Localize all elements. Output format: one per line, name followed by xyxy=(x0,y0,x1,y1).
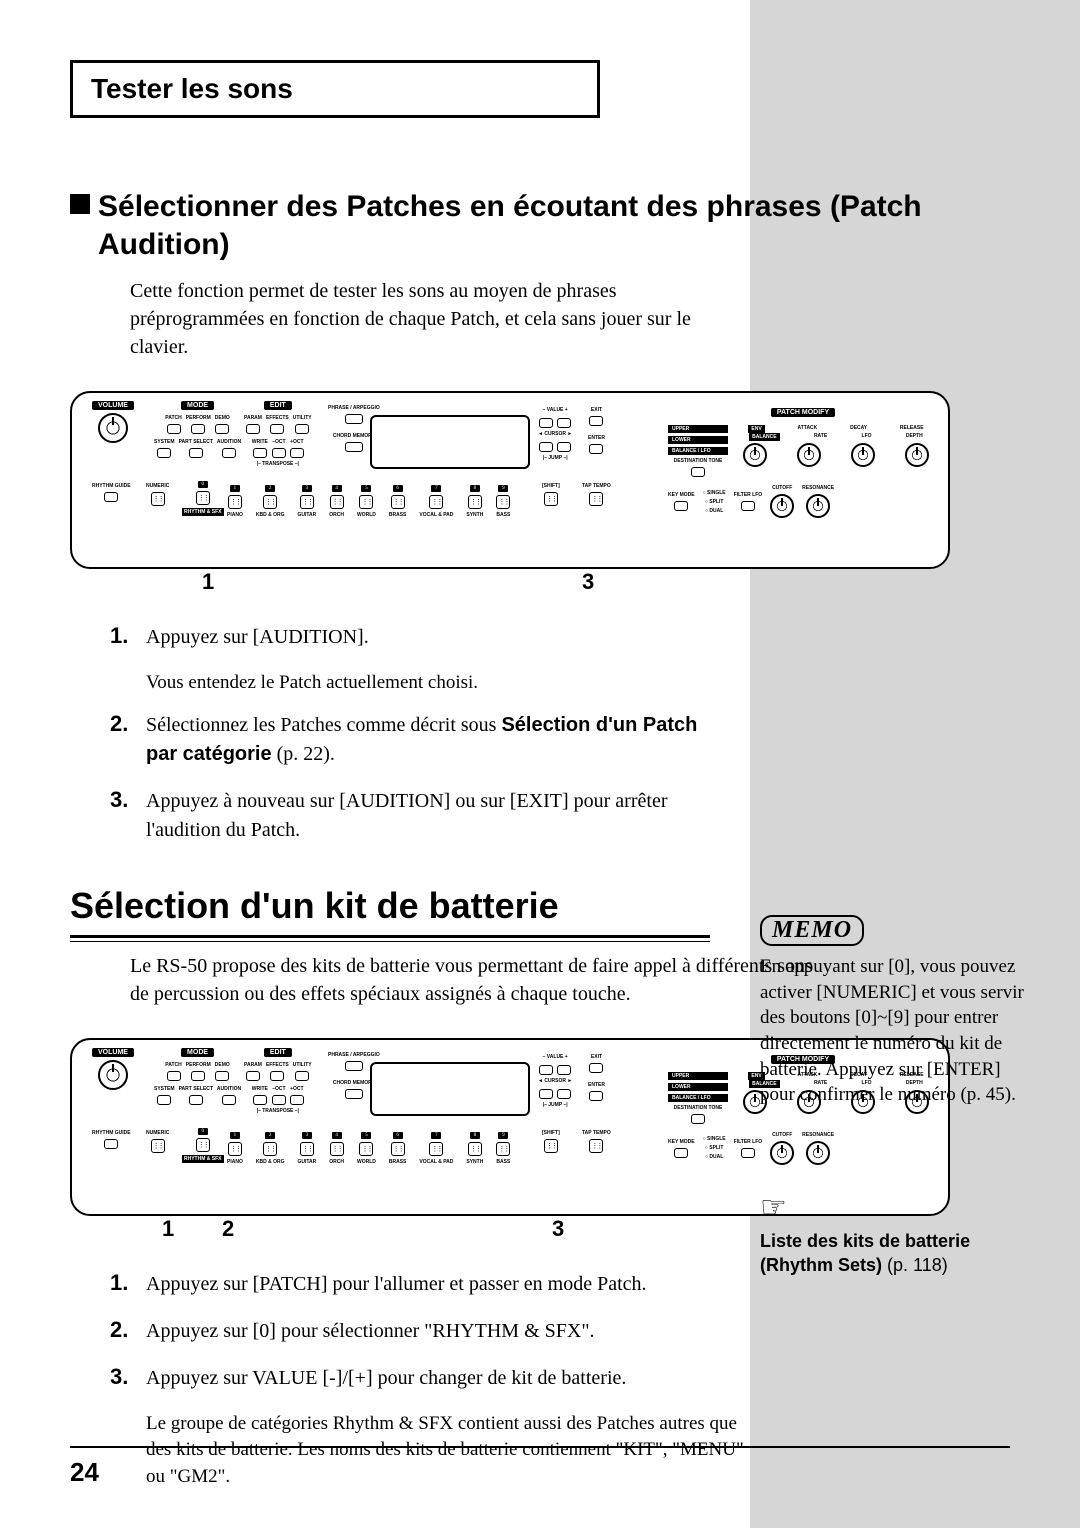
control-panel-diagram-1: VOLUME MODE PATCH PERFORM DEMO SYSTEM PA… xyxy=(70,391,950,569)
reference-block: ☞ Liste des kits de batterie (Rhythm Set… xyxy=(760,1190,1028,1278)
section2-intro: Le RS-50 propose des kits de batterie vo… xyxy=(130,952,830,1008)
section1-heading-text: Sélectionner des Patches en écoutant des… xyxy=(98,190,922,261)
category-button: 9BASS xyxy=(496,485,510,518)
edit-row2: WRITE –OCT +OCT xyxy=(252,439,304,458)
category-button: 8SYNTH xyxy=(466,485,483,518)
category-button: 7VOCAL & PAD xyxy=(419,1132,453,1165)
diagram1-marker-1: 1 xyxy=(202,569,214,595)
diagram1-marker-3: 3 xyxy=(582,569,594,595)
step-item: 1. Appuyez sur [AUDITION]. xyxy=(110,623,730,652)
category-button: 1PIANO xyxy=(227,485,243,518)
category-button: 2KBD & ORG xyxy=(256,485,285,518)
section1-heading: Sélectionner des Patches en écoutant des… xyxy=(70,188,1010,263)
diagram2-marker-3: 3 xyxy=(552,1216,564,1242)
edit-row1: PARAM EFFECTS UTILITY xyxy=(244,415,312,434)
category-button: 6BRASS xyxy=(389,485,407,518)
section2-steps: 1. Appuyez sur [PATCH] pour l'allumer et… xyxy=(110,1270,730,1393)
pointing-hand-icon: ☞ xyxy=(760,1190,787,1225)
memo-text: En appuyant sur [0], vous pouvez activer… xyxy=(760,954,1028,1108)
category-button: 3GUITAR xyxy=(297,485,316,518)
step-item: 2. Sélectionnez les Patches comme décrit… xyxy=(110,711,730,769)
category-button: 8SYNTH xyxy=(466,1132,483,1165)
category-button: 2KBD & ORG xyxy=(256,1132,285,1165)
section2-note: Le groupe de catégories Rhythm & SFX con… xyxy=(146,1411,746,1491)
page-number: 24 xyxy=(70,1457,99,1488)
section2-heading: Sélection d'un kit de batterie xyxy=(70,885,710,938)
category-button: 6BRASS xyxy=(389,1132,407,1165)
section1-steps: 1. Appuyez sur [AUDITION]. xyxy=(110,623,730,652)
page-header-box: Tester les sons xyxy=(70,60,600,118)
mode-row2: SYSTEM PART SELECT AUDITION xyxy=(154,439,241,458)
step-item: 2. Appuyez sur [0] pour sélectionner "RH… xyxy=(110,1317,730,1346)
step-item: 1. Appuyez sur [PATCH] pour l'allumer et… xyxy=(110,1270,730,1299)
mode-row1: PATCH PERFORM DEMO xyxy=(165,415,229,434)
step-item: 3. Appuyez sur VALUE [-]/[+] pour change… xyxy=(110,1364,730,1393)
heading-bullet-icon xyxy=(70,194,90,214)
panel-label-volume: VOLUME xyxy=(92,401,134,410)
diagram2-marker-2: 2 xyxy=(222,1216,234,1242)
lcd-screen-icon xyxy=(370,415,530,469)
ref-page: (p. 118) xyxy=(882,1255,948,1275)
category-button: 7VOCAL & PAD xyxy=(419,485,453,518)
footer-rule xyxy=(70,1446,1010,1448)
panel-label-edit: EDIT xyxy=(264,401,292,410)
category-button: 1PIANO xyxy=(227,1132,243,1165)
panel-label-mode: MODE xyxy=(181,401,214,410)
category-button: 4ORCH xyxy=(329,1132,344,1165)
diagram2-marker-1: 1 xyxy=(162,1216,174,1242)
step-subtext: Vous entendez le Patch actuellement choi… xyxy=(146,670,726,697)
panel-label-patchmodify: PATCH MODIFY xyxy=(771,408,835,417)
category-button: 4ORCH xyxy=(329,485,344,518)
step-item: 3. Appuyez à nouveau sur [AUDITION] ou s… xyxy=(110,787,730,845)
memo-block: MEMO En appuyant sur [0], vous pouvez ac… xyxy=(760,915,1028,1108)
page-header-title: Tester les sons xyxy=(91,73,579,105)
category-button: 3GUITAR xyxy=(297,1132,316,1165)
category-button: 9BASS xyxy=(496,1132,510,1165)
section1-intro: Cette fonction permet de tester les sons… xyxy=(130,277,710,361)
category-button: 5WORLD xyxy=(357,485,376,518)
memo-icon: MEMO xyxy=(760,915,864,946)
category-button: 5WORLD xyxy=(357,1132,376,1165)
volume-knob-icon xyxy=(98,413,128,443)
